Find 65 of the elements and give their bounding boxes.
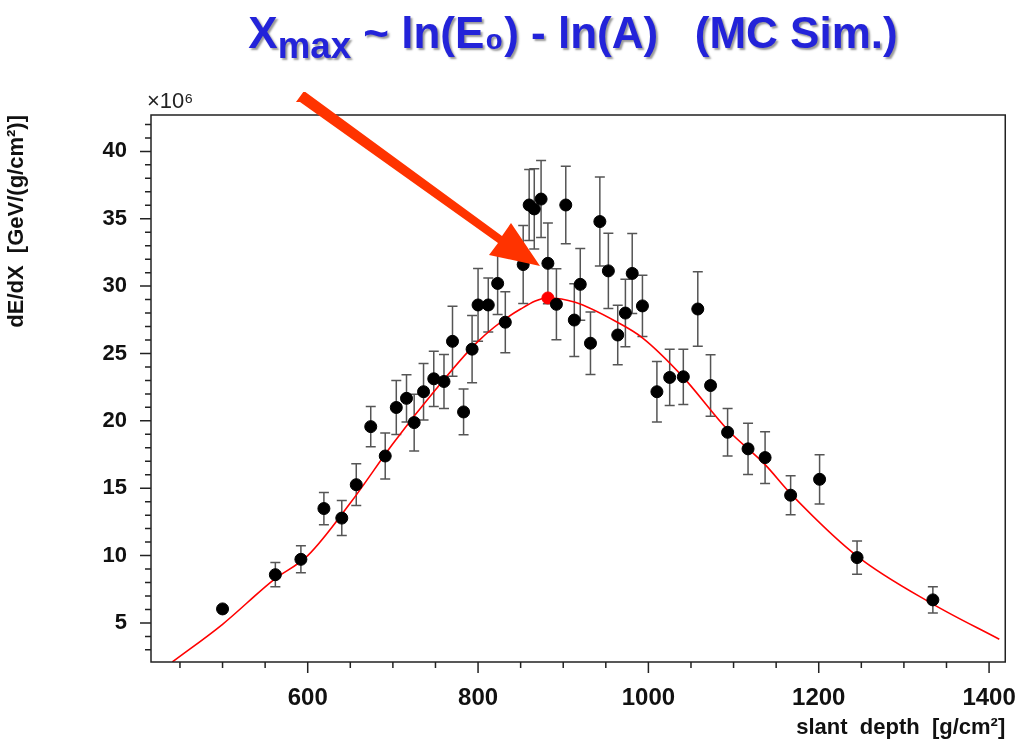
chart-title: X$_{max}$ ~ ln(E₀) - ln(A) (MC Sim.) bbox=[247, 8, 899, 67]
point bbox=[704, 379, 718, 393]
point bbox=[498, 315, 512, 329]
point bbox=[721, 425, 735, 439]
point bbox=[317, 502, 331, 516]
point bbox=[583, 336, 597, 350]
point bbox=[549, 297, 563, 311]
point bbox=[741, 442, 755, 456]
point bbox=[389, 401, 403, 414]
point bbox=[491, 276, 505, 290]
x-tick-label: 800 bbox=[458, 683, 499, 711]
y-tick-label: 15 bbox=[102, 474, 127, 500]
point bbox=[625, 266, 639, 280]
point bbox=[676, 370, 690, 384]
y-tick-label: 20 bbox=[102, 406, 127, 432]
point bbox=[601, 264, 615, 278]
point bbox=[417, 385, 431, 399]
point bbox=[593, 215, 607, 229]
point bbox=[446, 334, 459, 348]
y-axis-title: dE/dX [GeV/(g/cm²)] bbox=[3, 115, 29, 328]
point bbox=[400, 391, 414, 405]
point bbox=[758, 451, 772, 465]
y-tick-label: 10 bbox=[102, 541, 127, 567]
x-tick-label: 1400 bbox=[962, 683, 1016, 711]
text: ×10⁶ bbox=[147, 88, 194, 114]
point bbox=[813, 472, 827, 486]
y-tick-label: 25 bbox=[102, 339, 127, 365]
point bbox=[573, 277, 587, 291]
point bbox=[349, 478, 363, 492]
point bbox=[268, 568, 282, 582]
y-tick-label: 35 bbox=[102, 204, 127, 230]
point bbox=[465, 342, 479, 356]
point bbox=[534, 192, 548, 206]
point bbox=[527, 202, 541, 216]
point bbox=[850, 551, 864, 565]
point bbox=[335, 511, 349, 525]
point bbox=[294, 552, 308, 566]
point bbox=[611, 328, 625, 342]
point bbox=[541, 291, 555, 305]
y-tick-label: 40 bbox=[102, 137, 127, 163]
point bbox=[663, 370, 677, 384]
point bbox=[471, 298, 485, 312]
x-tick-label: 1200 bbox=[792, 683, 846, 711]
point bbox=[407, 416, 421, 430]
point bbox=[216, 602, 230, 616]
point bbox=[691, 302, 705, 316]
point bbox=[650, 385, 664, 399]
point bbox=[926, 593, 940, 607]
point bbox=[567, 313, 581, 327]
point bbox=[437, 374, 451, 388]
point bbox=[784, 488, 798, 502]
x-axis-title: slant depth [g/cm²] bbox=[796, 713, 1006, 739]
y-tick-label: 30 bbox=[102, 272, 127, 298]
x-tick-label: 1000 bbox=[621, 683, 676, 711]
point bbox=[618, 306, 632, 320]
point bbox=[427, 372, 441, 386]
point bbox=[541, 256, 555, 270]
point bbox=[364, 420, 378, 434]
point bbox=[481, 298, 495, 312]
point bbox=[559, 198, 573, 212]
x-tick-label: 600 bbox=[287, 683, 328, 711]
point bbox=[457, 405, 471, 419]
point bbox=[378, 449, 392, 463]
point bbox=[635, 299, 649, 313]
y-tick-label: 5 bbox=[114, 608, 127, 634]
